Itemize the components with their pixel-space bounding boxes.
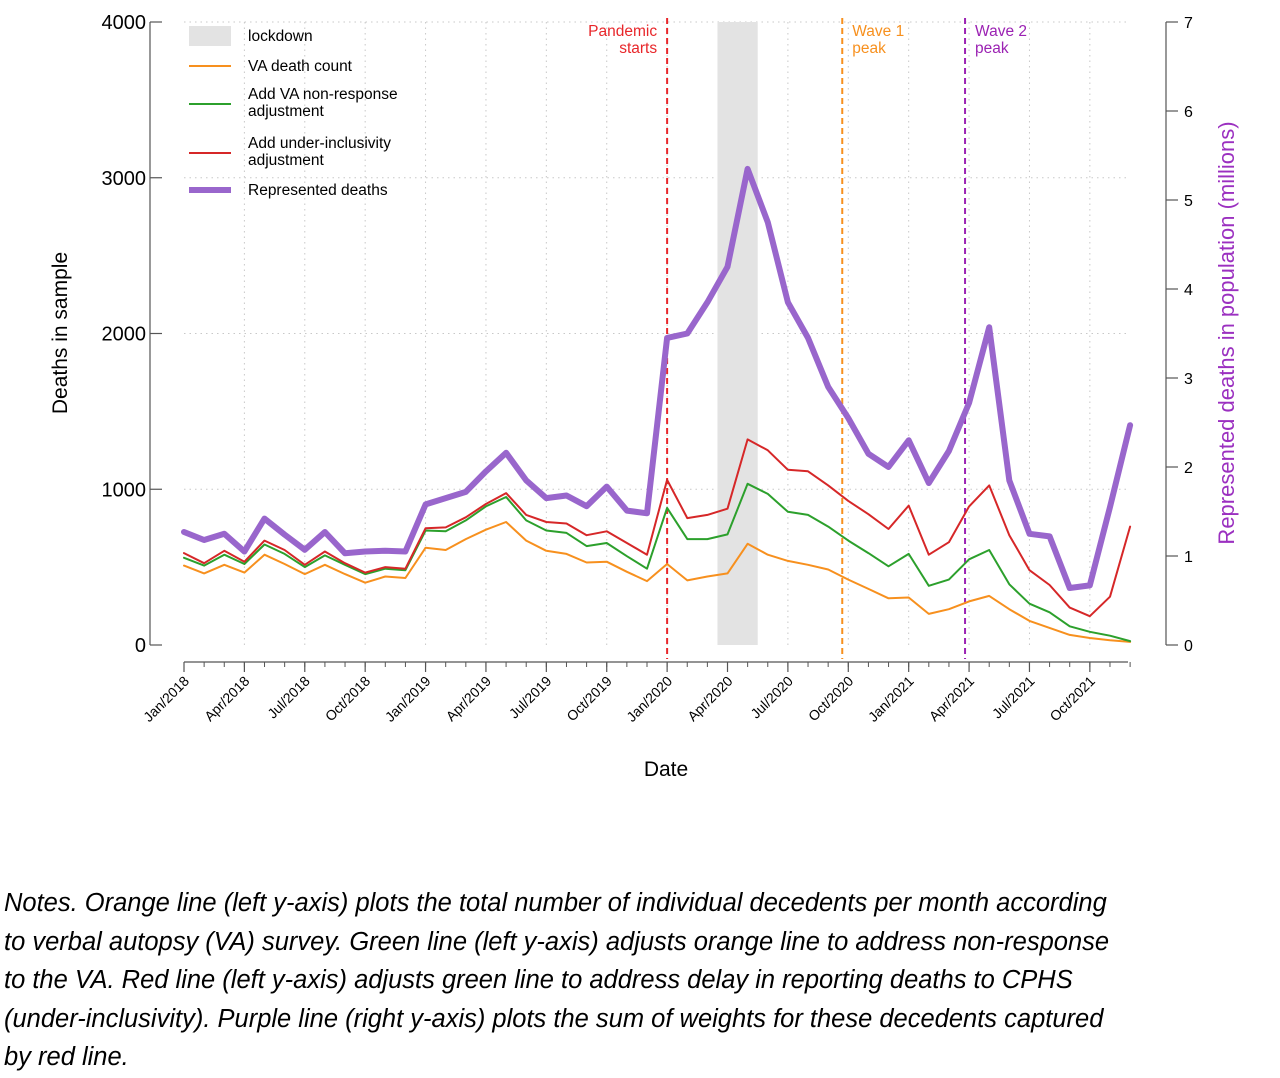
x-tick-label: Apr/2018 [201,673,253,725]
notes-line: Notes. Orange line (left y-axis) plots t… [4,889,1107,917]
y2-tick-label: 0 [1184,638,1193,655]
y2-tick-label: 2 [1184,460,1193,477]
event-label: peak [852,40,886,57]
y2-tick-label: 4 [1184,282,1193,299]
x-tick-label: Jul/2021 [989,673,1038,722]
notes-line: to verbal autopsy (VA) survey. Green lin… [4,927,1110,956]
x-tick-label: Jul/2020 [747,673,796,722]
legend-label: lockdown [248,28,313,45]
y-axis-label: Deaths in sample [49,252,72,414]
y-tick-label: 4000 [102,12,147,34]
x-tick-label: Jan/2018 [140,673,192,725]
x-tick-label: Jan/2020 [623,673,675,725]
series-line [181,165,1134,591]
x-tick-label: Jan/2021 [865,673,917,725]
x-tick-label: Oct/2020 [805,673,857,725]
legend-label: VA death count [248,58,353,75]
x-tick-label: Oct/2019 [563,673,615,725]
y-tick-label: 1000 [102,479,147,501]
grid [184,21,1128,645]
legend-label: Represented deaths [248,182,388,199]
event-label: Wave 1 [852,23,904,40]
x-axis-label: Date [644,758,688,781]
y2-tick-label: 3 [1184,371,1193,388]
y2-tick-label: 7 [1184,15,1193,32]
x-tick-label: Apr/2019 [443,673,495,725]
legend: lockdown VA death count Add VA non-respons… [189,26,398,199]
y-tick-label: 2000 [102,324,147,346]
event-label: peak [975,40,1009,57]
notes-line: (under-inclusivity). Purple line (right … [4,1004,1104,1033]
y-tick-label: 3000 [102,168,147,190]
x-tick-label: Oct/2021 [1046,673,1098,725]
notes-line: by red line. [4,1043,129,1071]
y2-axis-label: Represented deaths in population (millio… [1214,121,1239,544]
notes-line: to the VA. Red line (left y-axis) adjust… [4,966,1073,994]
series-line [183,521,1132,643]
y-tick-label: 0 [135,635,146,657]
figure-notes: Notes. Orange line (left y-axis) plots t… [4,884,1278,1077]
series-line [183,438,1132,618]
y2-tick-label: 1 [1184,549,1193,566]
y2-tick-label: 5 [1184,193,1193,210]
event-label: starts [619,40,657,57]
series-lines [181,165,1134,643]
series-line [183,482,1132,643]
event-label: Pandemic [588,23,657,40]
legend-label: adjustment [248,152,325,169]
event-label: Wave 2 [975,23,1027,40]
x-tick-label: Apr/2020 [684,673,736,725]
legend-label: adjustment [248,103,325,120]
lockdown-shading [717,22,758,645]
x-tick-label: Jul/2019 [506,673,555,722]
legend-swatch-lockdown [189,26,231,46]
x-tick-label: Jan/2019 [382,673,434,725]
lockdown-region [717,22,758,645]
legend-label: Add under-inclusivity [248,135,391,152]
x-tick-label: Jul/2018 [264,673,313,722]
x-tick-label: Oct/2018 [322,673,374,725]
x-tick-label: Apr/2021 [926,673,978,725]
legend-label: Add VA non-response [248,86,398,103]
y2-tick-label: 6 [1184,104,1193,121]
